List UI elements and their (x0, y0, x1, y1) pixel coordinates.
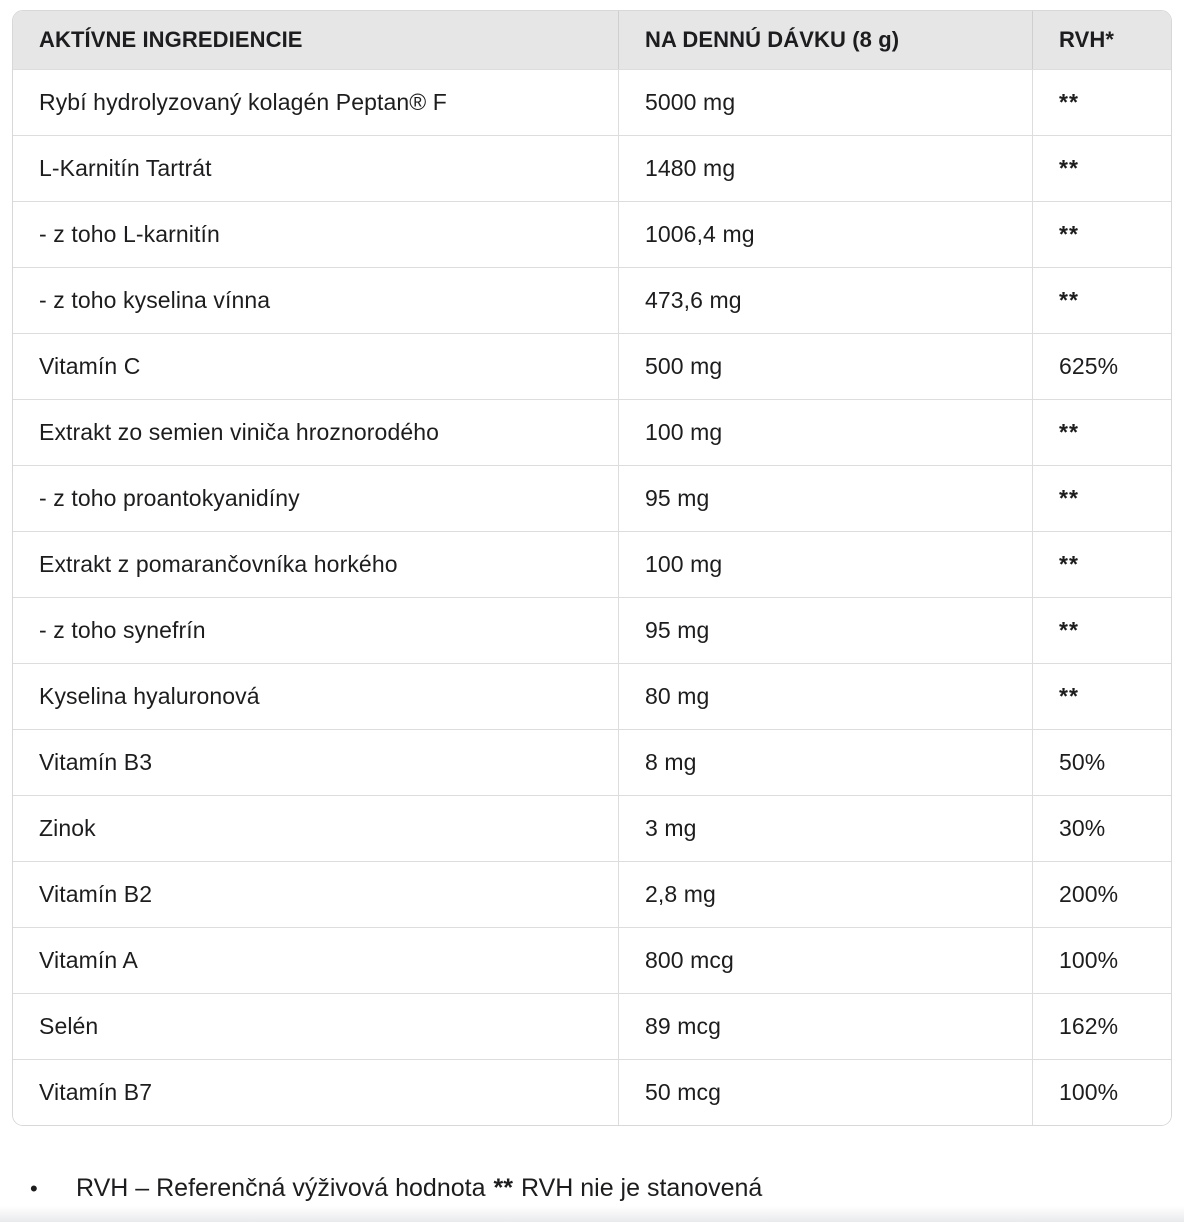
rvh-value: 162% (1032, 993, 1171, 1059)
rvh-value: 200% (1032, 861, 1171, 927)
table-row: - z toho proantokyanidíny 95 mg ** (13, 465, 1171, 531)
rvh-value: 50% (1032, 729, 1171, 795)
table-row: Extrakt zo semien viniča hroznorodého 10… (13, 399, 1171, 465)
ingredient-name: Extrakt zo semien viniča hroznorodého (13, 399, 618, 465)
footnote-text: RVH – Referenčná výživová hodnota ** RVH n… (76, 1172, 762, 1205)
table-row: Extrakt z pomarančovníka horkého 100 mg … (13, 531, 1171, 597)
table-row: Rybí hydrolyzovaný kolagén Peptan® F 500… (13, 69, 1171, 135)
ingredient-name: Vitamín B2 (13, 861, 618, 927)
ingredient-amount: 800 mcg (618, 927, 1032, 993)
table-row: - z toho kyselina vínna 473,6 mg ** (13, 267, 1171, 333)
header-rvh: RVH* (1032, 11, 1171, 69)
rvh-value: ** (1032, 597, 1171, 663)
ingredient-name: Vitamín B7 (13, 1059, 618, 1125)
rvh-value: ** (1032, 69, 1171, 135)
rvh-value: ** (1032, 267, 1171, 333)
table-row: - z toho L-karnitín 1006,4 mg ** (13, 201, 1171, 267)
ingredient-amount: 95 mg (618, 597, 1032, 663)
ingredient-name: Extrakt z pomarančovníka horkého (13, 531, 618, 597)
header-per-dose: NA DENNÚ DÁVKU (8 g) (618, 11, 1032, 69)
table-row: Vitamín B3 8 mg 50% (13, 729, 1171, 795)
ingredient-name: L-Karnitín Tartrát (13, 135, 618, 201)
rvh-value: ** (1032, 399, 1171, 465)
ingredient-name: Rybí hydrolyzovaný kolagén Peptan® F (13, 69, 618, 135)
ingredient-name: - z toho synefrín (13, 597, 618, 663)
footnote-text-after: RVH nie je stanovená (520, 1174, 763, 1202)
rvh-value: 625% (1032, 333, 1171, 399)
ingredient-amount: 100 mg (618, 399, 1032, 465)
rvh-value: ** (1032, 465, 1171, 531)
ingredient-name: - z toho kyselina vínna (13, 267, 618, 333)
rvh-value: ** (1032, 531, 1171, 597)
rvh-value: ** (1032, 663, 1171, 729)
table-row: Vitamín C 500 mg 625% (13, 333, 1171, 399)
ingredient-name: Vitamín A (13, 927, 618, 993)
bullet-icon: • (30, 1176, 38, 1201)
ingredient-amount: 5000 mg (618, 69, 1032, 135)
ingredient-amount: 1006,4 mg (618, 201, 1032, 267)
rvh-value: 100% (1032, 1059, 1171, 1125)
table-row: Selén 89 mcg 162% (13, 993, 1171, 1059)
ingredient-amount: 473,6 mg (618, 267, 1032, 333)
ingredient-amount: 3 mg (618, 795, 1032, 861)
bottom-fade-band (0, 1206, 1184, 1222)
table-row: L-Karnitín Tartrát 1480 mg ** (13, 135, 1171, 201)
ingredient-amount: 95 mg (618, 465, 1032, 531)
ingredient-name: Vitamín B3 (13, 729, 618, 795)
ingredient-amount: 80 mg (618, 663, 1032, 729)
ingredient-amount: 500 mg (618, 333, 1032, 399)
rvh-footnote: • RVH – Referenčná výživová hodnota ** RVH… (24, 1172, 1164, 1205)
rvh-value: ** (1032, 201, 1171, 267)
ingredient-name: Selén (13, 993, 618, 1059)
ingredient-amount: 1480 mg (618, 135, 1032, 201)
rvh-value: 100% (1032, 927, 1171, 993)
ingredient-name: Vitamín C (13, 333, 618, 399)
rvh-value: ** (1032, 135, 1171, 201)
table-row: Vitamín B7 50 mcg 100% (13, 1059, 1171, 1125)
table-row: Vitamín B2 2,8 mg 200% (13, 861, 1171, 927)
table-row: Kyselina hyaluronová 80 mg ** (13, 663, 1171, 729)
header-ingredient: AKTÍVNE INGREDIENCIE (13, 11, 618, 69)
ingredient-name: Kyselina hyaluronová (13, 663, 618, 729)
ingredient-name: - z toho L-karnitín (13, 201, 618, 267)
table-row: Vitamín A 800 mcg 100% (13, 927, 1171, 993)
ingredient-amount: 89 mcg (618, 993, 1032, 1059)
table-row: - z toho synefrín 95 mg ** (13, 597, 1171, 663)
footnote-asterisks: ** (493, 1174, 513, 1202)
ingredient-amount: 100 mg (618, 531, 1032, 597)
ingredient-name: - z toho proantokyanidíny (13, 465, 618, 531)
ingredient-name: Zinok (13, 795, 618, 861)
footnote-text-before: RVH – Referenčná výživová hodnota (76, 1174, 486, 1202)
table-row: Zinok 3 mg 30% (13, 795, 1171, 861)
rvh-value: 30% (1032, 795, 1171, 861)
table-header-row: AKTÍVNE INGREDIENCIE NA DENNÚ DÁVKU (8 g… (13, 11, 1171, 69)
ingredient-amount: 50 mcg (618, 1059, 1032, 1125)
ingredient-amount: 8 mg (618, 729, 1032, 795)
ingredient-amount: 2,8 mg (618, 861, 1032, 927)
ingredients-table: AKTÍVNE INGREDIENCIE NA DENNÚ DÁVKU (8 g… (12, 10, 1172, 1126)
